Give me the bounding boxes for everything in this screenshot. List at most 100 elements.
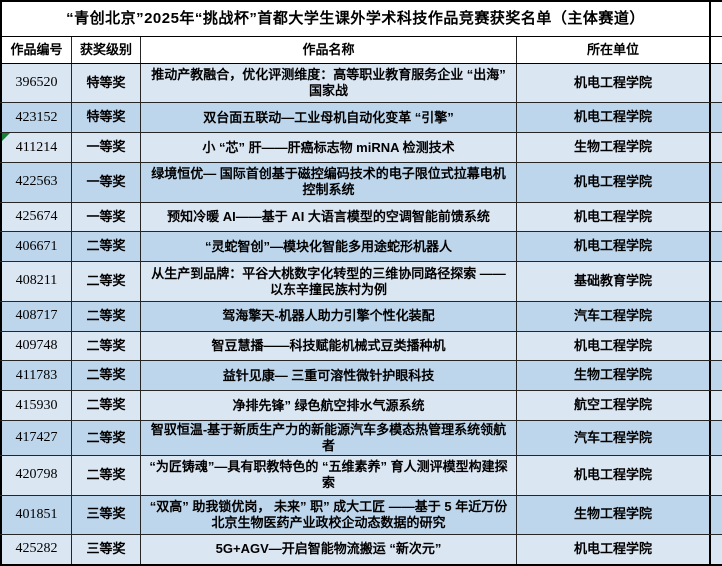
unit-cell: 生物工程学院: [517, 133, 711, 163]
award-level-cell: 三等奖: [72, 535, 141, 564]
row-spill-area: [711, 456, 722, 494]
work-id-cell: 423152: [0, 103, 72, 133]
work-id-cell: 415930: [0, 391, 72, 421]
work-id-cell: 411783: [0, 361, 72, 391]
row-spill-area: [711, 203, 722, 232]
row-spill-area: [711, 535, 722, 564]
table-row: 409748 二等奖 智豆慧播——科技赋能机械式豆类播种机 机电工程学院: [0, 331, 722, 362]
row-spill-area: [711, 232, 722, 261]
row-spill-area: [711, 421, 722, 455]
award-level-cell: 特等奖: [72, 103, 141, 133]
work-id-cell: 396520: [0, 64, 72, 103]
work-id-cell: 411214: [0, 133, 72, 163]
page-title: “青创北京”2025年“挑战杯”首都大学生课外学术科技作品竞赛获奖名单（主体赛道…: [0, 2, 711, 36]
work-name-cell: 智驭恒温-基于新质生产力的新能源汽车多模态热管理系统领航者: [141, 421, 517, 456]
unit-cell: 机电工程学院: [517, 202, 711, 232]
work-id-cell: 422563: [0, 163, 72, 202]
work-id-cell: 408211: [0, 262, 72, 301]
work-name-cell: “为匠铸魂”—具有职教特色的 “五维素养” 育人测评模型构建探索: [141, 456, 517, 495]
award-level-cell: 二等奖: [72, 232, 141, 262]
work-name-cell: 绿境恒优— 国际首创基于磁控编码技术的电子限位式拉幕电机控制系统: [141, 163, 517, 202]
table-row: 408717 二等奖 驾海擎天-机器人助力引擎个性化装配 汽车工程学院: [0, 301, 722, 332]
column-header-unit: 所在单位: [517, 37, 711, 63]
work-name-cell: 小 “芯” 肝——肝癌标志物 miRNA 检测技术: [141, 133, 517, 163]
unit-cell: 生物工程学院: [517, 361, 711, 391]
row-spill-area: [711, 133, 722, 162]
unit-cell: 生物工程学院: [517, 495, 711, 535]
table-row: 417427 二等奖 智驭恒温-基于新质生产力的新能源汽车多模态热管理系统领航者…: [0, 421, 722, 457]
table-row: 425674 一等奖 预知冷暖 AI——基于 AI 大语言模型的空调智能前馈系统…: [0, 202, 722, 233]
work-id-cell: 425282: [0, 535, 72, 564]
work-name-cell: 驾海擎天-机器人助力引擎个性化装配: [141, 301, 517, 331]
row-spill-area: [711, 163, 722, 201]
work-id-cell: 408717: [0, 301, 72, 331]
row-spill-area: [711, 302, 722, 331]
work-name-cell: 净排先锋” 绿色航空排水气源系统: [141, 391, 517, 421]
cell-error-indicator-triangle-icon: [2, 133, 10, 142]
award-level-cell: 一等奖: [72, 133, 141, 163]
unit-cell: 机电工程学院: [517, 64, 711, 103]
award-level-cell: 二等奖: [72, 331, 141, 361]
column-header-work-id: 作品编号: [0, 37, 72, 63]
row-spill-area: [711, 496, 722, 534]
table-row: 396520 特等奖 推动产教融合，优化评测维度：高等职业教育服务企业 “出海”…: [0, 64, 722, 104]
unit-cell: 机电工程学院: [517, 535, 711, 564]
row-spill-area: [711, 64, 722, 102]
work-id-cell: 406671: [0, 232, 72, 262]
unit-cell: 机电工程学院: [517, 456, 711, 495]
work-name-cell: “双高” 助我锁优岗， 未来” 职” 成大工匠 ——基于 5 年近万份北京生物医…: [141, 495, 517, 535]
column-header-award-level: 获奖级别: [72, 37, 141, 63]
row-spill-area: [711, 332, 722, 361]
award-level-cell: 三等奖: [72, 495, 141, 535]
unit-cell: 汽车工程学院: [517, 421, 711, 456]
table-row: 408211 二等奖 从生产到品牌：平谷大桃数字化转型的三维协同路径探索 —— …: [0, 262, 722, 302]
table-row: 423152 特等奖 双台面五联动—工业母机自动化变革 “引擎” 机电工程学院: [0, 103, 722, 134]
award-level-cell: 一等奖: [72, 202, 141, 232]
award-level-cell: 特等奖: [72, 64, 141, 103]
work-name-cell: 5G+AGV—开启智能物流搬运 “新次元”: [141, 535, 517, 564]
award-level-cell: 二等奖: [72, 456, 141, 495]
table-row: 420798 二等奖 “为匠铸魂”—具有职教特色的 “五维素养” 育人测评模型构…: [0, 456, 722, 496]
table-title-row: “青创北京”2025年“挑战杯”首都大学生课外学术科技作品竞赛获奖名单（主体赛道…: [0, 0, 722, 37]
work-id-cell: 420798: [0, 456, 72, 495]
work-name-cell: 双台面五联动—工业母机自动化变革 “引擎”: [141, 103, 517, 133]
unit-cell: 机电工程学院: [517, 163, 711, 202]
award-level-cell: 二等奖: [72, 301, 141, 331]
work-name-cell: 预知冷暖 AI——基于 AI 大语言模型的空调智能前馈系统: [141, 202, 517, 232]
column-header-work-name: 作品名称: [141, 37, 517, 63]
table-row: 411214 一等奖 小 “芯” 肝——肝癌标志物 miRNA 检测技术 生物工…: [0, 133, 722, 164]
work-name-cell: “灵蛇智创”—模块化智能多用途蛇形机器人: [141, 232, 517, 262]
row-spill-area: [711, 103, 722, 132]
work-name-cell: 从生产到品牌：平谷大桃数字化转型的三维协同路径探索 —— 以东辛撞民族村为例: [141, 262, 517, 301]
row-spill-area: [711, 361, 722, 390]
table-row: 401851 三等奖 “双高” 助我锁优岗， 未来” 职” 成大工匠 ——基于 …: [0, 495, 722, 536]
header-spill-area: [711, 37, 722, 63]
unit-cell: 机电工程学院: [517, 331, 711, 361]
work-id-cell: 409748: [0, 331, 72, 361]
table-body: 396520 特等奖 推动产教融合，优化评测维度：高等职业教育服务企业 “出海”…: [0, 64, 722, 566]
row-spill-area: [711, 262, 722, 300]
award-level-cell: 一等奖: [72, 163, 141, 202]
table-row: 425282 三等奖 5G+AGV—开启智能物流搬运 “新次元” 机电工程学院: [0, 535, 722, 566]
table-row: 422563 一等奖 绿境恒优— 国际首创基于磁控编码技术的电子限位式拉幕电机控…: [0, 163, 722, 203]
work-name-cell: 益针见康— 三重可溶性微针护眼科技: [141, 361, 517, 391]
work-name-cell: 智豆慧播——科技赋能机械式豆类播种机: [141, 331, 517, 361]
work-name-cell: 推动产教融合，优化评测维度：高等职业教育服务企业 “出海” 国家战: [141, 64, 517, 103]
award-level-cell: 二等奖: [72, 421, 141, 456]
unit-cell: 汽车工程学院: [517, 301, 711, 331]
unit-cell: 基础教育学院: [517, 262, 711, 301]
row-spill-area: [711, 391, 722, 420]
work-id-cell: 401851: [0, 495, 72, 535]
work-id-cell: 425674: [0, 202, 72, 232]
award-level-cell: 二等奖: [72, 262, 141, 301]
unit-cell: 机电工程学院: [517, 103, 711, 133]
table-row: 411783 二等奖 益针见康— 三重可溶性微针护眼科技 生物工程学院: [0, 361, 722, 392]
table-row: 415930 二等奖 净排先锋” 绿色航空排水气源系统 航空工程学院: [0, 391, 722, 422]
award-level-cell: 二等奖: [72, 391, 141, 421]
unit-cell: 航空工程学院: [517, 391, 711, 421]
work-id-cell: 417427: [0, 421, 72, 456]
award-level-cell: 二等奖: [72, 361, 141, 391]
unit-cell: 机电工程学院: [517, 232, 711, 262]
